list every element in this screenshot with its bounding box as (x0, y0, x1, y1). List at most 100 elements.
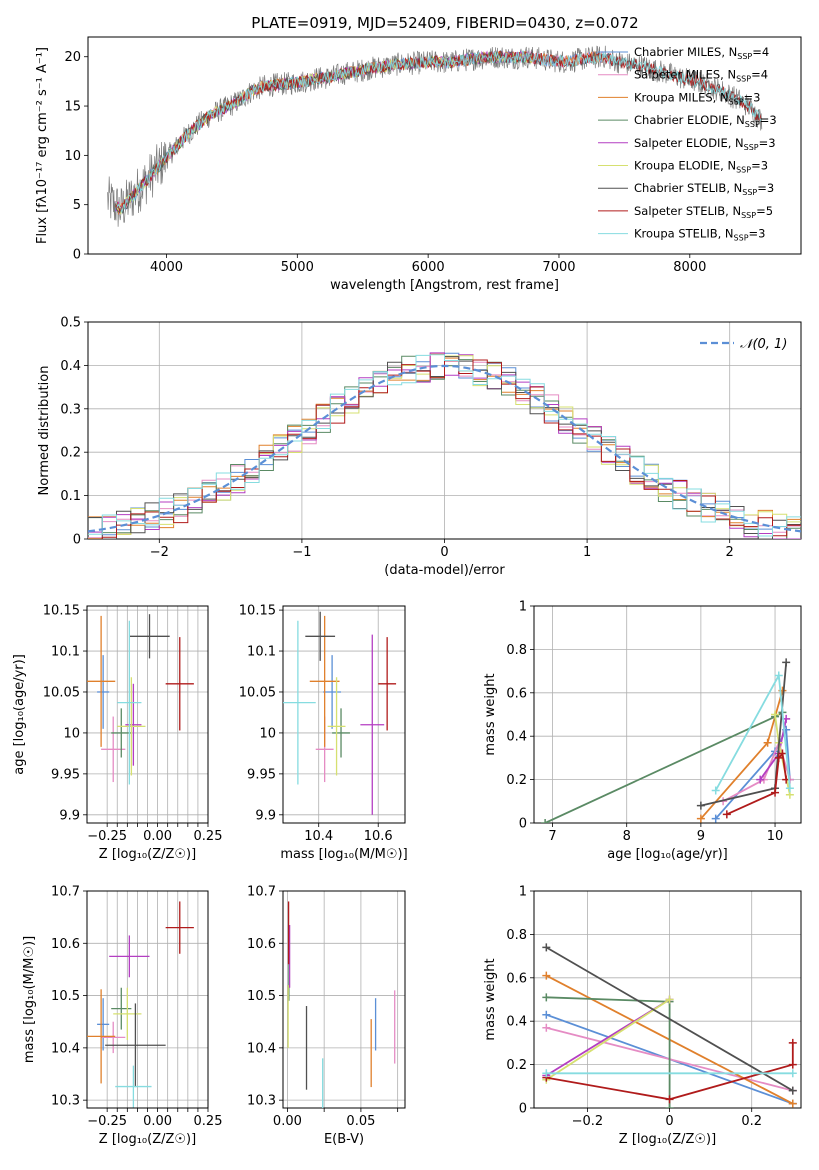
weight-line-chabrier-stelib (545, 946, 794, 1092)
x-tick-label: 0.05 (346, 1114, 375, 1129)
legend-entry: Salpeter ELODIE, NSSP=3 (634, 136, 776, 152)
axes-frame (86, 890, 209, 1109)
y-tick-label: 10.4 (247, 1041, 276, 1056)
y-tick-label: 0 (519, 817, 527, 832)
x-axis-label: Z [log₁₀(Z/Z☉)] (619, 1132, 716, 1147)
legend-subscript: SSP (736, 166, 751, 175)
x-tick-label: 10 (767, 829, 784, 844)
weight-marker-chabrier-elodie (665, 1104, 674, 1108)
x-axis-label: age [log₁₀(age/yr)] (607, 847, 728, 862)
x-tick-label: 8000 (673, 260, 706, 275)
weight-marker-chabrier-miles (542, 1010, 551, 1019)
x-tick-label: −2 (150, 545, 169, 560)
y-tick-label: 0 (73, 248, 81, 263)
legend-entry: Kroupa ELODIE, NSSP=3 (634, 159, 768, 175)
weight-marker-kroupa-miles (542, 971, 551, 980)
x-axis-label: mass [log₁₀(M/M☉)] (280, 847, 407, 862)
x-tick-label: 10.6 (364, 829, 393, 844)
axes-frame (86, 605, 209, 824)
residuals-panel: −2 −1 0 1 2 0 0.1 0.2 0.3 0.4 0.5 (data-model)/erro… (37, 316, 802, 578)
model-line-salpeter-stelib (115, 50, 762, 212)
x-tick-label: 0.00 (143, 1114, 172, 1129)
x-tick-label: 5000 (281, 260, 314, 275)
legend-subscript: SSP (741, 211, 756, 220)
x-tick-label: −1 (292, 545, 311, 560)
weight-marker-salpeter-stelib (788, 1060, 797, 1069)
y-tick-label: 9.9 (59, 808, 80, 823)
legend-text: Chabrier STELIB, N (634, 181, 742, 195)
y-tick-label: 0.2 (506, 773, 527, 788)
weight-marker-kroupa-stelib (774, 671, 783, 680)
x-tick-label: 0 (665, 1114, 673, 1129)
x-tick-label: 0.2 (741, 1114, 762, 1129)
x-tick-label: −0.2 (572, 1114, 604, 1129)
weight-line-salpeter-elodie (759, 718, 788, 781)
y-axis-label: Flux [fλ10⁻¹⁷ erg cm⁻² s⁻¹ A⁻¹] (35, 47, 50, 244)
y-tick-label: 0.2 (60, 446, 81, 461)
plot-area (283, 611, 397, 815)
mass-vs-metallicity-panel: −0.25 0.00 0.25 10.3 10.4 10.5 10.6 10.7 Z [log₁… (22, 885, 222, 1148)
x-tick-label: 4000 (150, 260, 183, 275)
legend-subscript: SSP (742, 188, 757, 197)
y-tick-label: 10.4 (51, 1041, 80, 1056)
y-tick-label: 10.6 (247, 937, 276, 952)
y-tick-label: 0.4 (506, 1015, 527, 1030)
x-axis-label: wavelength [Angstrom, rest frame] (330, 278, 559, 293)
x-axis-label: Z [log₁₀(Z/Z☉)] (99, 1132, 196, 1147)
y-tick-label: 9.9 (255, 808, 276, 823)
legend-text: =3 (751, 159, 768, 173)
weight-marker-chabrier-stelib (696, 801, 705, 810)
y-tick-label: 0.2 (506, 1058, 527, 1073)
weight-marker-salpeter-stelib (774, 753, 783, 762)
legend-text: Salpeter STELIB, N (634, 204, 741, 218)
histogram-kroupa-stelib (88, 354, 801, 537)
axes-frame (533, 605, 802, 824)
legend-subscript: SSP (737, 52, 752, 61)
weight-line-salpeter-stelib (546, 1042, 794, 1101)
y-tick-label: 10 (63, 726, 80, 741)
figure-title: PLATE=0919, MJD=52409, FIBERID=0430, z=0… (251, 14, 638, 32)
y-tick-label: 1 (519, 885, 527, 900)
y-tick-label: 0.4 (60, 359, 81, 374)
legend-subscript: SSP (736, 75, 751, 84)
y-tick-label: 10 (259, 726, 276, 741)
y-tick-label: 0.6 (506, 686, 527, 701)
weight-vs-age-panel: 7 8 9 10 0 0.2 0.4 0.6 0.8 1 age [log₁₀(age/yr)] ma… (483, 600, 802, 862)
weight-marker-kroupa-elodie (771, 710, 780, 719)
legend-subscript: SSP (744, 143, 759, 152)
y-tick-label: 10.1 (51, 645, 80, 660)
weight-marker-salpeter-elodie (756, 775, 765, 784)
x-axis-label: Z [log₁₀(Z/Z☉)] (99, 847, 196, 862)
y-tick-label: 1 (519, 600, 527, 615)
y-tick-label: 10.6 (51, 937, 80, 952)
weight-marker-chabrier-elodie (542, 993, 551, 1002)
age-vs-mass-panel: 10.4 10.6 9.9 9.95 10 10.05 10.1 10.15 mass [log… (239, 604, 408, 862)
y-tick-label: 10.3 (51, 1094, 80, 1109)
weight-marker-chabrier-stelib (788, 1086, 797, 1095)
x-tick-label: 9 (697, 829, 705, 844)
x-tick-label: 7000 (542, 260, 575, 275)
spectrum-panel: 4000 5000 6000 7000 8000 0 5 10 15 20 wavelength [… (35, 36, 802, 293)
y-tick-label: 9.95 (247, 767, 276, 782)
weight-marker-kroupa-miles (763, 738, 772, 747)
y-tick-label: 0 (519, 1102, 527, 1117)
y-tick-label: 10.05 (43, 685, 80, 700)
weight-marker-kroupa-stelib (788, 1069, 797, 1078)
legend-text: =5 (756, 204, 773, 218)
weight-marker-kroupa-stelib (542, 1069, 551, 1078)
plot-area (87, 614, 194, 785)
y-tick-label: 0.8 (506, 643, 527, 658)
legend-subscript: SSP (745, 120, 760, 129)
plot-area (107, 45, 763, 227)
weight-line-kroupa-miles (700, 690, 784, 820)
y-axis-label: age [log₁₀(age/yr)] (12, 654, 27, 775)
weight-marker-salpeter-stelib (771, 788, 780, 797)
y-tick-label: 10.1 (247, 645, 276, 660)
y-tick-label: 10.15 (239, 604, 276, 619)
plot-area (542, 943, 797, 1108)
weight-line-kroupa-elodie (545, 998, 671, 1081)
y-tick-label: 10.15 (43, 604, 80, 619)
weight-marker-salpeter-stelib (788, 1038, 797, 1047)
y-axis-label: Normed distribution (37, 366, 52, 496)
